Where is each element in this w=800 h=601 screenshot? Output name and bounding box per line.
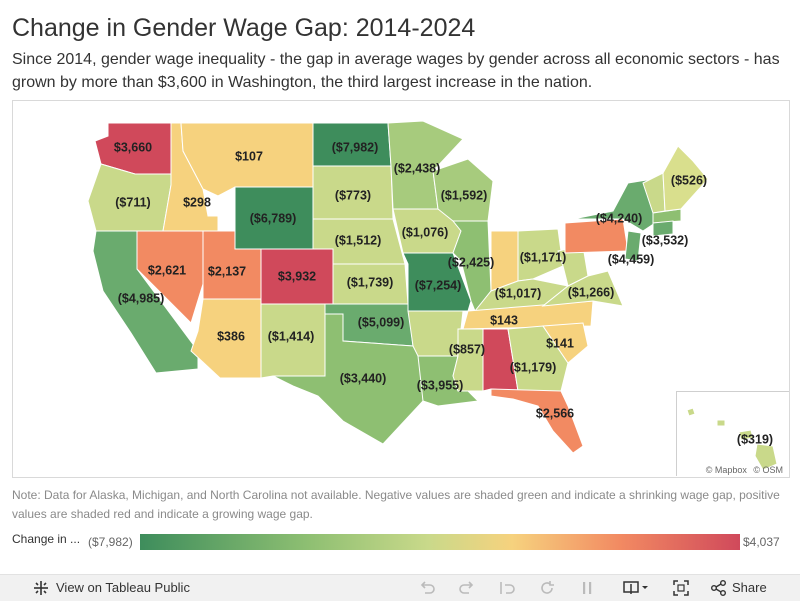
state-value-label-missouri: ($7,254) xyxy=(415,278,462,292)
state-value-label-minnesota: ($2,438) xyxy=(394,161,441,175)
hawaii-map[interactable]: ($319) xyxy=(677,392,789,476)
state-value-label-new-jersey: ($4,459) xyxy=(608,252,655,266)
state-value-label-arkansas: ($857) xyxy=(449,342,485,356)
view-on-tableau-public-link[interactable]: View on Tableau Public xyxy=(56,580,190,595)
hawaii-island-maui[interactable] xyxy=(738,429,754,441)
state-value-label-arizona: $386 xyxy=(217,329,245,343)
dashboard-subtitle: Since 2014, gender wage inequality - the… xyxy=(12,51,780,91)
state-value-label-utah: $2,137 xyxy=(208,264,246,278)
redo-icon[interactable] xyxy=(458,579,476,597)
refresh-icon[interactable] xyxy=(538,579,556,597)
legend-title[interactable]: Change in ... xyxy=(12,532,81,546)
state-value-label-california: ($4,985) xyxy=(118,291,165,305)
state-value-label-connecticut: ($3,532) xyxy=(642,233,689,247)
state-florida[interactable] xyxy=(490,388,584,454)
state-value-label-illinois: ($2,425) xyxy=(448,255,495,269)
tableau-logo-icon[interactable] xyxy=(32,579,50,597)
state-value-label-indiana: ($1,017) xyxy=(495,286,542,300)
state-value-label-louisiana: ($3,955) xyxy=(417,378,464,392)
state-value-label-colorado: $3,932 xyxy=(278,269,316,283)
hawaii-inset[interactable]: ($319) xyxy=(676,391,789,476)
state-texas[interactable] xyxy=(272,313,424,445)
pause-icon[interactable] xyxy=(578,579,596,597)
legend-min-label: ($7,982) xyxy=(88,535,133,549)
state-value-label-wyoming: ($6,789) xyxy=(250,211,297,225)
state-value-label-idaho: $298 xyxy=(183,195,211,209)
state-value-label-tennessee: $143 xyxy=(490,313,518,327)
state-virginia[interactable] xyxy=(541,270,624,307)
state-value-label-alabama: ($1,179) xyxy=(510,360,557,374)
state-maine[interactable] xyxy=(662,145,709,212)
state-new-jersey[interactable] xyxy=(624,230,642,262)
osm-attribution[interactable]: © OSM xyxy=(753,465,783,475)
download-icon[interactable] xyxy=(622,579,650,597)
map-attribution[interactable]: © Mapbox © OSM xyxy=(702,465,783,475)
state-value-label-north-dakota: ($7,982) xyxy=(332,140,379,154)
state-label-layer: $3,660 ($711) ($4,985) $298 $2,621 $107 ($6,78… xyxy=(114,140,707,420)
hawaii-island-oahu[interactable] xyxy=(716,419,726,427)
hawaii-value-label: ($319) xyxy=(737,432,773,446)
data-note: Note: Data for Alaska, Michigan, and Nor… xyxy=(12,488,780,521)
state-value-label-oklahoma: ($5,099) xyxy=(358,315,405,329)
state-illinois[interactable] xyxy=(451,220,492,312)
legend-color-ramp xyxy=(140,534,740,550)
state-value-label-nevada: $2,621 xyxy=(148,263,186,277)
state-value-label-washington: $3,660 xyxy=(114,140,152,154)
state-ohio[interactable] xyxy=(517,228,564,282)
state-value-label-montana: $107 xyxy=(235,149,263,163)
dashboard-title: Change in Gender Wage Gap: 2014-2024 xyxy=(12,14,476,42)
state-value-label-south-dakota: ($773) xyxy=(335,188,371,202)
state-value-label-oregon: ($711) xyxy=(115,195,150,209)
tableau-toolbar: View on Tableau Public Share xyxy=(0,574,800,601)
state-nevada[interactable] xyxy=(136,230,204,324)
state-value-label-new-york: ($4,240) xyxy=(596,211,643,225)
hawaii-island-kauai[interactable] xyxy=(686,407,696,417)
state-value-label-wisconsin: ($1,592) xyxy=(441,188,488,202)
hawaii-island-big[interactable] xyxy=(754,443,778,471)
state-value-label-south-carolina: $141 xyxy=(546,336,574,350)
legend-max-label: $4,037 xyxy=(743,535,780,549)
state-value-label-virginia: ($1,266) xyxy=(568,285,615,299)
state-value-label-iowa: ($1,076) xyxy=(402,225,449,239)
revert-icon[interactable] xyxy=(498,579,516,597)
map-canvas[interactable]: $3,660 ($711) ($4,985) $298 $2,621 $107 ($6,78… xyxy=(13,101,789,477)
share-icon[interactable] xyxy=(710,579,728,597)
share-button[interactable]: Share xyxy=(732,580,767,595)
undo-icon[interactable] xyxy=(418,579,436,597)
state-value-label-ohio: ($1,171) xyxy=(520,250,567,264)
state-value-label-kansas: ($1,739) xyxy=(347,275,394,289)
state-connecticut[interactable] xyxy=(652,220,674,237)
state-value-label-new-mexico: ($1,414) xyxy=(268,329,315,343)
mapbox-attribution[interactable]: © Mapbox xyxy=(705,465,747,475)
fullscreen-icon[interactable] xyxy=(672,579,690,597)
state-value-label-nebraska: ($1,512) xyxy=(335,233,382,247)
state-value-label-florida: $2,566 xyxy=(536,406,574,420)
state-georgia[interactable] xyxy=(507,325,569,392)
state-value-label-maine: ($526) xyxy=(671,173,707,187)
us-choropleth-map[interactable]: $3,660 ($711) ($4,985) $298 $2,621 $107 ($6,78… xyxy=(12,100,790,478)
state-value-label-texas: ($3,440) xyxy=(340,371,387,385)
state-south-carolina[interactable] xyxy=(542,322,589,364)
